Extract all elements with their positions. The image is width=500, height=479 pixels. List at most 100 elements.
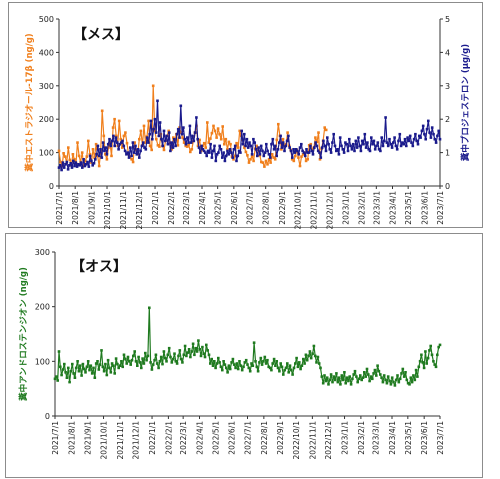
data-point: [209, 142, 212, 146]
data-point: [381, 144, 385, 148]
x-tick-label: 2021/12/1: [135, 191, 144, 230]
data-point: [237, 149, 241, 153]
data-point: [318, 158, 322, 161]
data-point: [173, 352, 176, 355]
data-point: [377, 148, 381, 151]
data-point: [331, 141, 334, 144]
data-point: [410, 380, 414, 384]
data-point: [275, 360, 278, 363]
data-point: [337, 153, 341, 156]
data-point: [166, 142, 170, 146]
data-point: [286, 131, 289, 134]
data-point: [126, 151, 129, 154]
data-point: [191, 342, 195, 346]
data-point: [352, 373, 355, 376]
data-point: [364, 375, 367, 378]
data-point: [131, 141, 135, 144]
data-point: [218, 132, 221, 136]
data-point: [184, 142, 188, 146]
data-point: [398, 132, 402, 136]
data-point: [77, 154, 81, 158]
data-point: [416, 375, 419, 378]
data-point: [169, 355, 172, 359]
data-point: [146, 354, 150, 358]
data-point: [68, 158, 72, 162]
data-point: [396, 374, 399, 377]
data-point: [121, 146, 124, 149]
data-point: [385, 381, 389, 385]
data-point: [152, 127, 155, 131]
data-point: [355, 146, 359, 149]
data-point: [84, 163, 88, 166]
data-point: [250, 154, 254, 158]
data-point: [254, 148, 258, 151]
data-point: [259, 144, 263, 148]
male-chart-panel: 【オス】 0 100 200 300 2021/7/1 2021/8/1 2021/9/1 20…: [5, 233, 483, 478]
data-point: [433, 137, 437, 141]
data-point: [82, 158, 85, 161]
data-point: [316, 149, 320, 153]
data-point: [294, 154, 297, 158]
data-point: [95, 153, 98, 156]
x-tick-label: 2022/6/1: [230, 191, 239, 225]
x-tick-label: 2022/6/1: [228, 421, 237, 455]
data-point: [204, 151, 207, 154]
data-point: [100, 156, 104, 159]
data-point: [252, 137, 255, 141]
data-point: [252, 341, 256, 344]
data-point: [121, 365, 124, 369]
data-point: [394, 144, 398, 148]
data-point: [206, 349, 209, 352]
data-point: [93, 156, 96, 159]
data-point: [120, 360, 123, 363]
data-point: [174, 360, 178, 363]
data-point: [92, 162, 96, 165]
data-point: [324, 379, 328, 383]
data-point: [211, 149, 215, 153]
x-tick-label: 2023/3/1: [372, 191, 381, 225]
data-point: [292, 366, 296, 370]
data-point: [132, 151, 136, 154]
data-point: [419, 136, 422, 139]
data-point: [341, 148, 345, 151]
data-point: [119, 141, 123, 144]
x-tick-label: 2021/9/1: [84, 421, 93, 455]
data-point: [295, 356, 298, 360]
data-point: [360, 139, 364, 143]
data-point: [438, 137, 442, 141]
data-point: [402, 375, 406, 378]
data-point: [137, 355, 140, 359]
data-point: [258, 153, 262, 156]
x-tick-label: 2022/4/1: [196, 421, 205, 455]
data-point: [434, 365, 438, 369]
data-point: [329, 373, 333, 376]
data-point: [401, 141, 404, 144]
data-point: [415, 139, 418, 143]
data-point: [328, 378, 332, 382]
data-point: [270, 153, 274, 156]
data-point: [223, 159, 227, 163]
data-point: [346, 149, 350, 153]
data-point: [110, 154, 113, 158]
y-axis-label-right: 糞中プロジェステロン (μg/g): [460, 44, 471, 162]
data-point: [260, 160, 263, 164]
data-point: [227, 140, 231, 144]
data-point: [158, 360, 162, 363]
data-point: [397, 380, 401, 384]
data-point: [125, 153, 128, 156]
data-point: [59, 365, 62, 369]
data-point: [380, 136, 383, 139]
data-point: [364, 146, 368, 149]
data-point: [250, 153, 254, 156]
x-tick-label: 2021/9/1: [87, 191, 96, 225]
data-point: [408, 134, 412, 138]
data-point: [413, 378, 417, 382]
data-point: [280, 146, 284, 149]
data-point: [130, 158, 133, 161]
data-point: [367, 373, 370, 376]
data-point: [183, 344, 187, 348]
data-point: [432, 132, 435, 136]
data-point: [151, 363, 155, 366]
data-point: [190, 148, 194, 151]
data-point: [81, 166, 84, 169]
